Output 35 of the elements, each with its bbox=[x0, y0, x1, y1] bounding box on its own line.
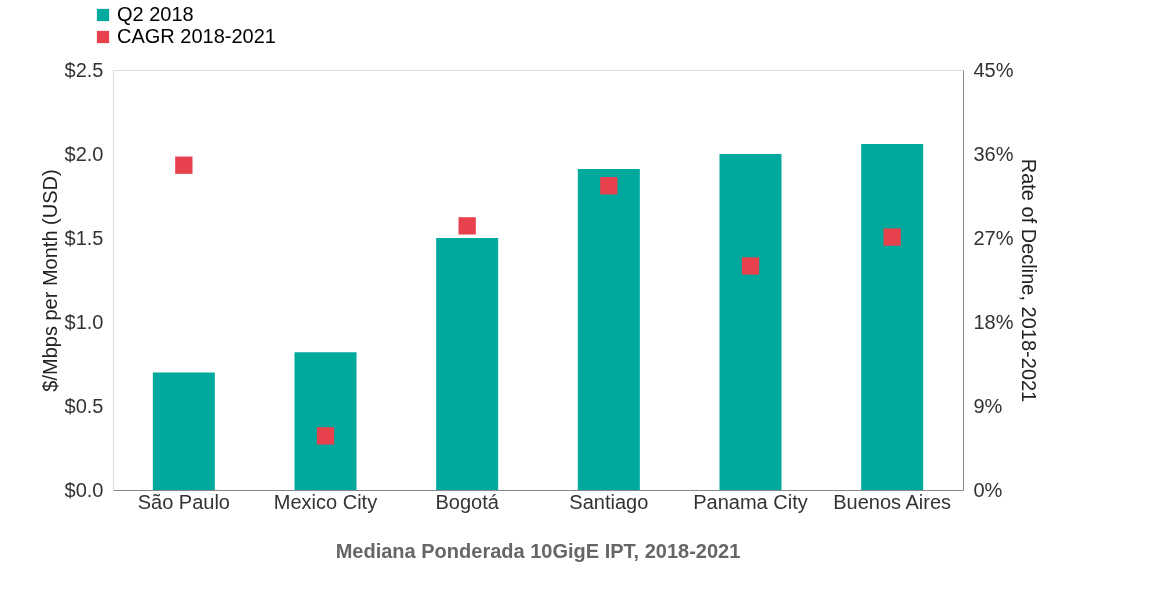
y-tick-label: $0.5 bbox=[64, 394, 104, 417]
y-axis-title: $/Mbps per Month (USD) bbox=[38, 169, 61, 392]
bar bbox=[294, 352, 357, 490]
bar bbox=[861, 143, 924, 490]
y2-tick-label: 18% bbox=[973, 310, 1014, 333]
y2-tick-label: 27% bbox=[973, 226, 1014, 249]
bar bbox=[719, 154, 782, 490]
y2-tick-label: 45% bbox=[973, 58, 1014, 81]
y-tick-label: $1.5 bbox=[64, 226, 104, 249]
bar bbox=[577, 169, 640, 490]
y-tick-label: $2.0 bbox=[64, 142, 104, 165]
point bbox=[600, 177, 618, 195]
point bbox=[458, 217, 476, 235]
point bbox=[175, 156, 193, 174]
point bbox=[741, 257, 760, 275]
x-tick-label: São Paulo bbox=[137, 490, 230, 513]
y2-axis-title: Rate of Decline, 2018-2021 bbox=[1017, 158, 1040, 403]
y2-tick-label: 36% bbox=[973, 142, 1014, 165]
point bbox=[883, 228, 901, 246]
bar bbox=[436, 238, 499, 490]
legend-label: Q2 2018 bbox=[117, 3, 194, 25]
x-tick-label: Santiago bbox=[569, 490, 649, 513]
y2-tick-label: 9% bbox=[973, 394, 1003, 417]
y-tick-label: $2.5 bbox=[64, 58, 104, 81]
legend-label: CAGR 2018-2021 bbox=[117, 25, 276, 47]
text: Mediana Ponderada 10GigE IPT, 2018-2021 bbox=[335, 540, 741, 562]
point bbox=[316, 427, 335, 445]
x-tick-label: Mexico City bbox=[273, 490, 378, 513]
y-tick-label: $1.0 bbox=[64, 310, 104, 333]
x-tick-label: Bogotá bbox=[435, 490, 500, 513]
bar bbox=[152, 372, 215, 490]
x-tick-label: Panama City bbox=[693, 490, 808, 513]
y-tick-label: $0.0 bbox=[64, 478, 104, 501]
x-tick-label: Buenos Aires bbox=[833, 490, 952, 513]
y2-tick-label: 0% bbox=[973, 478, 1003, 501]
